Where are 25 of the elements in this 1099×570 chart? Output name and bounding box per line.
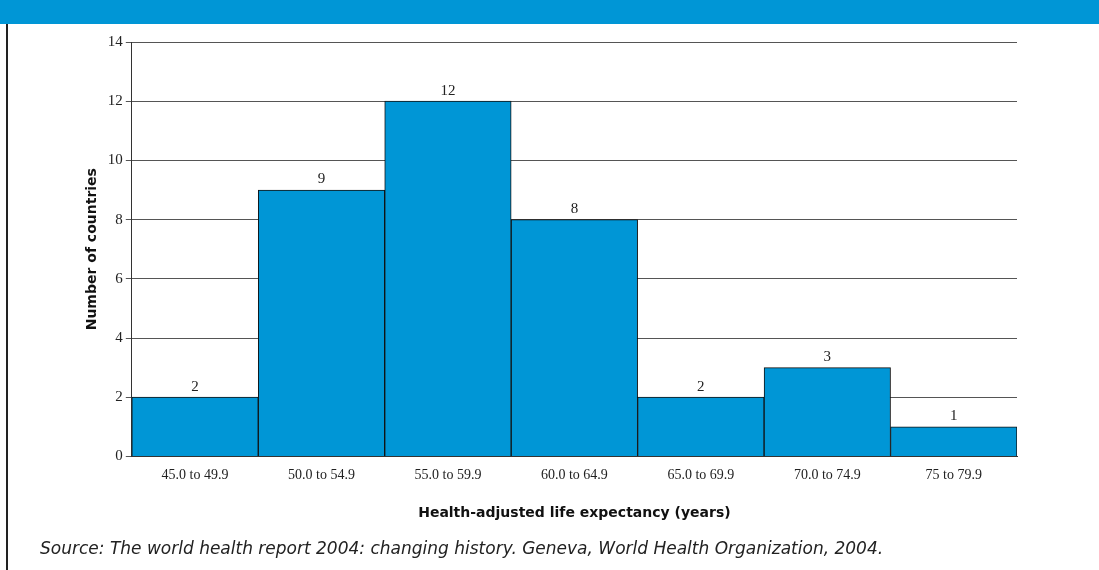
data-label: 3 <box>823 348 832 365</box>
data-label: 9 <box>317 170 326 187</box>
y-tick-label: 14 <box>107 32 124 49</box>
data-label: 8 <box>570 200 579 217</box>
y-axis-title: Number of countries <box>83 168 100 331</box>
x-tick-label: 45.0 to 49.9 <box>161 467 229 483</box>
x-tick-label: 55.0 to 59.9 <box>414 467 482 483</box>
data-label: 1 <box>950 407 958 424</box>
y-tick-label: 4 <box>115 328 124 345</box>
data-label: 12 <box>440 81 456 98</box>
x-tick-label: 75 to 79.9 <box>925 467 982 483</box>
x-tick-label: 50.0 to 54.9 <box>288 467 355 483</box>
x-tick-label: 70.0 to 74.9 <box>793 467 861 483</box>
y-tick-label: 8 <box>115 210 123 227</box>
source-note: Source: The world health report 2004: changing history. Geneva, World Health Organization, 2004. <box>40 538 884 558</box>
x-tick-label: 65.0 to 69.9 <box>667 467 735 483</box>
y-tick-label: 2 <box>115 388 123 405</box>
y-tick-label: 12 <box>107 92 123 109</box>
x-axis-title: Health-adjusted life expectancy (years) <box>418 504 731 521</box>
data-label: 2 <box>697 377 705 394</box>
y-tick-label: 6 <box>115 269 124 286</box>
data-label: 2 <box>191 377 199 394</box>
y-tick-label: 10 <box>107 151 123 168</box>
y-tick-label: 0 <box>115 447 123 464</box>
x-tick-label: 60.0 to 64.9 <box>540 467 608 483</box>
